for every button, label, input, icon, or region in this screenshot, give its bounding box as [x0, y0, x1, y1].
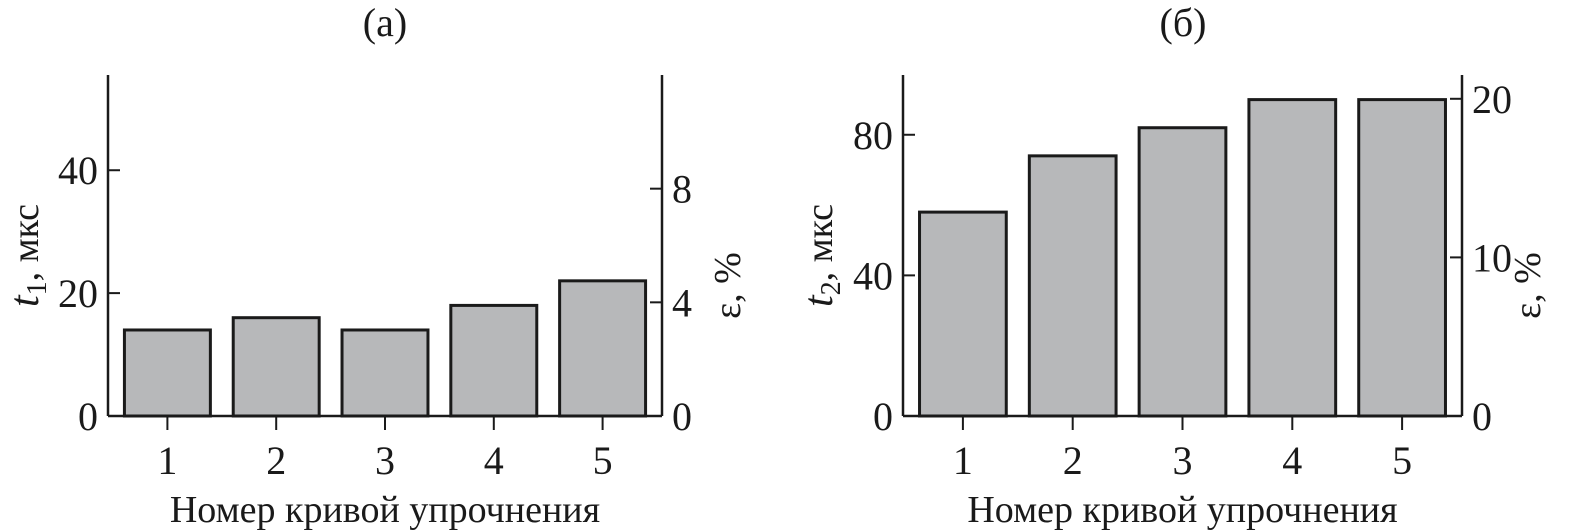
y-label-subscript: 2	[816, 281, 847, 295]
bar	[1357, 98, 1447, 418]
y2-axis-label: ε, %	[1507, 252, 1549, 319]
bar	[558, 279, 648, 418]
chart-title: (a)	[363, 0, 407, 45]
y-label-subscript: 1	[22, 281, 53, 295]
y-tick-label: 0	[78, 394, 98, 439]
chart-1: (a) 1 2 3 4 5 0 20 40 0 4 8 Номер кривой упрочнения t…	[2, 0, 749, 531]
x-tick-label: 3	[1173, 438, 1193, 483]
y2-tick-label: 20	[1472, 77, 1512, 122]
y-label-symbol: t	[2, 294, 48, 307]
bar	[122, 328, 212, 418]
y2-tick-label: 0	[672, 394, 692, 439]
y2-tick-label: 0	[1472, 394, 1492, 439]
x-tick-label: 2	[1063, 438, 1083, 483]
x-tick-label: 4	[484, 438, 504, 483]
y-tick-label: 20	[58, 271, 98, 316]
x-axis-label: Номер кривой упрочнения	[170, 489, 600, 531]
x-tick-label: 2	[266, 438, 286, 483]
y-tick-label: 40	[853, 253, 893, 298]
bar	[918, 210, 1008, 418]
y-label-symbol: t	[796, 294, 842, 307]
chart-2: (б) 1 2 3 4 5 0 40 80 0 10 20 Номер кривой упрочнени…	[796, 0, 1549, 531]
y2-tick-label: 10	[1472, 235, 1512, 280]
bar	[1137, 126, 1228, 418]
y2-axis-label: ε, %	[707, 252, 749, 319]
y-tick-label: 0	[873, 394, 893, 439]
y-axis-label: t1, мкс	[2, 204, 53, 307]
bar	[340, 328, 430, 418]
y-tick-label: 80	[853, 113, 893, 158]
x-axis-label: Номер кривой упрочнения	[967, 489, 1397, 531]
bar	[1027, 154, 1118, 418]
x-tick-label: 5	[1392, 438, 1412, 483]
x-tick-label: 1	[157, 438, 177, 483]
x-tick-label: 5	[593, 438, 613, 483]
bar	[231, 316, 321, 418]
bar	[1247, 98, 1338, 418]
x-tick-label: 3	[375, 438, 395, 483]
x-tick-label: 1	[953, 438, 973, 483]
y-label-unit: , мкс	[799, 204, 841, 281]
y-tick-label: 40	[58, 148, 98, 193]
y-axis-label: t2, мкс	[796, 204, 847, 307]
bar	[449, 303, 539, 418]
y2-tick-label: 8	[672, 167, 692, 212]
y-label-unit: , мкс	[5, 204, 47, 281]
x-tick-label: 4	[1282, 438, 1302, 483]
y2-tick-label: 4	[672, 280, 692, 325]
chart-title: (б)	[1160, 0, 1207, 45]
